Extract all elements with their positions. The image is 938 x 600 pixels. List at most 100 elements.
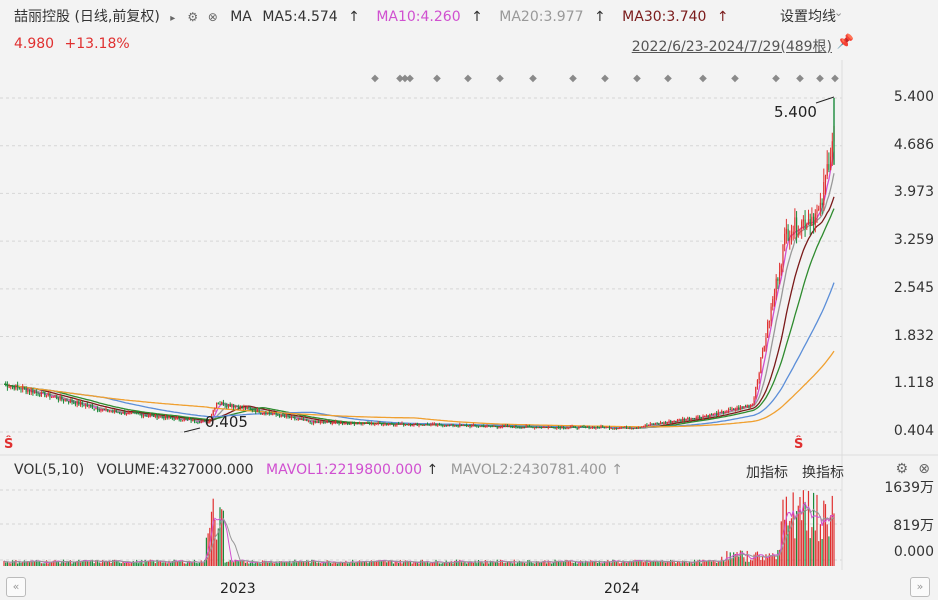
volume-bar	[217, 528, 219, 566]
candle-body	[73, 402, 75, 404]
gear-icon[interactable]: ⚙	[187, 10, 199, 24]
candle-body	[357, 423, 359, 425]
candle-body	[18, 387, 20, 389]
candle-body	[102, 409, 104, 411]
close-icon[interactable]: ⊗	[207, 10, 218, 24]
volume-bar	[663, 561, 665, 566]
candle-body	[202, 420, 204, 422]
set-ma-button[interactable]: 设置均线	[780, 9, 836, 25]
s-marker-icon[interactable]: Ŝ	[4, 437, 14, 452]
stock-title[interactable]: 喆丽控股 (日线,前复权)	[14, 9, 160, 25]
settings-icon[interactable]: ⚙	[895, 461, 908, 477]
close-icon[interactable]: ⊗	[918, 461, 930, 477]
candle-body	[775, 278, 777, 294]
volume-bar	[491, 562, 493, 566]
candle-body	[23, 387, 26, 389]
candle-body	[299, 419, 301, 421]
volume-bar	[153, 560, 155, 566]
volume-bar	[564, 560, 566, 566]
candle-body	[115, 410, 117, 413]
candle-body	[147, 415, 150, 417]
candle-body	[233, 405, 235, 408]
volume-bar	[391, 560, 393, 566]
volume-bar	[357, 562, 359, 566]
candle-body	[603, 427, 605, 429]
volume-bar	[260, 563, 262, 566]
volume-bar	[335, 561, 337, 566]
volume-bar	[591, 560, 594, 566]
candle-body	[323, 421, 325, 423]
add-indicator-button[interactable]: 加指标	[746, 465, 788, 481]
volume-bar	[637, 560, 640, 566]
volume-bar	[132, 560, 134, 566]
candle-body	[392, 424, 395, 426]
volume-bar	[818, 541, 820, 566]
vol-axis-zero: 0.000	[893, 544, 934, 560]
s-marker-icon[interactable]: Ŝ	[794, 437, 804, 452]
volume-bar	[98, 562, 100, 566]
candle-body	[675, 421, 677, 423]
volume-bar	[56, 561, 58, 566]
volume-bar	[129, 563, 131, 566]
volume-bar	[61, 562, 63, 566]
volume-bar	[438, 563, 441, 566]
volume-bar	[775, 559, 777, 566]
volume-bar	[221, 509, 223, 566]
price-tick-label: 0.404	[893, 423, 934, 439]
volume-bar	[285, 562, 287, 566]
candle-body	[528, 426, 531, 428]
volume-bar	[30, 560, 32, 566]
volume-bar	[712, 560, 714, 566]
volume-bar	[154, 563, 156, 566]
candle-body	[443, 425, 446, 427]
candle-body	[158, 417, 160, 419]
candle-body	[409, 424, 412, 426]
candle-body	[421, 424, 424, 426]
chevron-down-icon[interactable]: ⌄	[834, 6, 844, 19]
volume-bar	[85, 560, 87, 566]
scroll-right-button[interactable]: »	[910, 577, 930, 597]
candle-body	[549, 426, 551, 428]
volume-bar	[369, 561, 371, 566]
candle-body	[510, 425, 512, 427]
candle-body	[149, 415, 151, 417]
candle-body	[355, 423, 357, 425]
candle-body	[175, 417, 177, 420]
candle-body	[324, 422, 327, 424]
candle-body	[484, 426, 486, 428]
candle-body	[726, 411, 728, 413]
volume-bar	[642, 562, 645, 566]
switch-indicator-button[interactable]: 换指标	[802, 465, 844, 481]
volume-bar	[166, 563, 168, 566]
volume-bar	[173, 559, 175, 566]
event-marker-icon: ◆	[433, 73, 441, 84]
candle-body	[709, 413, 711, 417]
volume-bar	[615, 562, 617, 566]
expand-arrow-icon[interactable]: ▸	[170, 13, 176, 24]
candle-body	[205, 420, 207, 424]
candle-body	[547, 426, 549, 428]
candle-body	[631, 428, 633, 430]
candle-body	[753, 397, 755, 405]
candle-body	[562, 426, 565, 429]
pin-icon[interactable]: 📌	[836, 34, 854, 50]
volume-bar	[42, 563, 44, 566]
candle-body	[561, 426, 563, 429]
volume-bar	[37, 561, 39, 566]
scroll-left-button[interactable]: «	[6, 577, 26, 597]
candle-body	[10, 386, 12, 388]
candle-body	[219, 403, 221, 405]
volume-bar	[362, 561, 364, 566]
volume-bar	[481, 562, 483, 566]
volume-bar	[792, 492, 794, 566]
volume-bar	[562, 562, 565, 566]
candle-body	[391, 423, 393, 425]
volume-bar	[229, 560, 231, 566]
candle-body	[256, 409, 259, 413]
date-range[interactable]: 2022/6/23-2024/7/29(489根)	[631, 39, 832, 55]
candle-body	[734, 409, 736, 411]
candle-body	[488, 425, 490, 427]
volume-bar	[265, 560, 267, 566]
candle-body	[743, 406, 745, 408]
